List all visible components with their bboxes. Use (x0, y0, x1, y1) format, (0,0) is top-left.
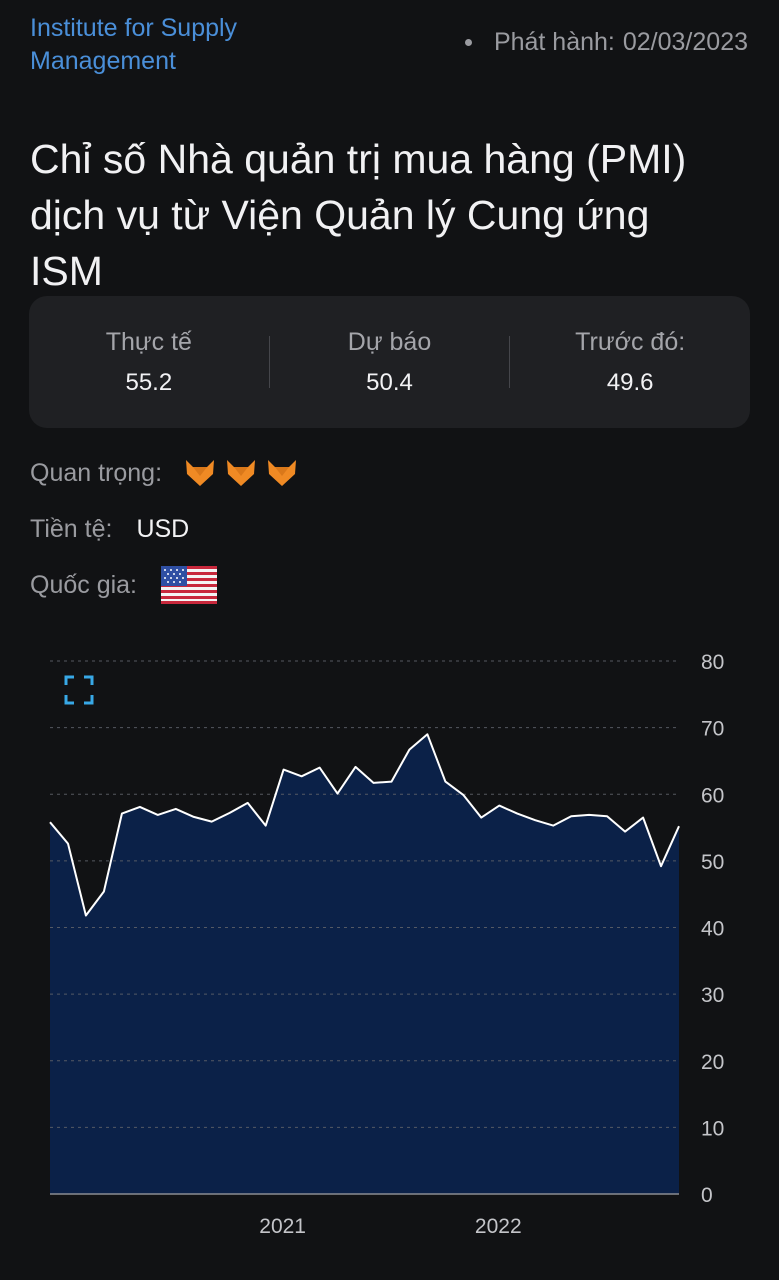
currency-label: Tiền tệ: (30, 515, 113, 543)
y-tick-label: 10 (701, 1117, 724, 1140)
y-tick-label: 40 (701, 918, 724, 941)
stat-value: 49.6 (606, 368, 654, 396)
bull-icon (268, 460, 297, 486)
country-row: Quốc gia: (30, 566, 218, 604)
release-info: Phát hành: 02/03/2023 (464, 28, 748, 57)
pmi-area-chart[interactable]: 80 70 60 50 40 30 20 10 0 2021 2022 (0, 640, 779, 1240)
release-date: 02/03/2023 (622, 28, 748, 56)
importance-label: Quan trọng: (30, 458, 163, 487)
stat-divider (268, 336, 270, 388)
stat-divider (509, 336, 511, 388)
stat-value: 55.2 (125, 368, 173, 396)
y-tick-label: 50 (701, 851, 724, 874)
bullet-dot-icon (464, 39, 472, 46)
x-tick-label: 2021 (259, 1215, 306, 1238)
series-line (49, 733, 680, 917)
bull-icon (227, 460, 256, 486)
y-tick-label: 60 (701, 784, 724, 807)
stat-previous: Trước đó: 49.6 (510, 328, 750, 397)
country-label: Quốc gia: (30, 570, 138, 599)
source-name[interactable]: Institute for Supply Management (30, 14, 238, 75)
y-tick-label: 0 (701, 1184, 713, 1207)
x-tick-label: 2022 (475, 1215, 522, 1238)
currency-value: USD (136, 515, 190, 543)
us-flag-icon (161, 566, 218, 604)
stat-actual: Thực tế 55.2 (29, 328, 269, 397)
stat-value: 50.4 (366, 368, 413, 396)
stat-label: Trước đó: (575, 327, 686, 356)
y-tick-label: 30 (701, 984, 724, 1007)
currency-row: Tiền tệ: USD (30, 515, 189, 544)
release-label: Phát hành: (493, 28, 615, 56)
y-tick-label: 70 (701, 718, 724, 741)
importance-rating (184, 458, 307, 488)
expand-icon[interactable] (64, 675, 94, 705)
stats-panel: Thực tế 55.2 Dự báo 50.4 Trước đó: 49.6 (29, 296, 750, 428)
y-tick-label: 20 (701, 1051, 724, 1074)
stat-label: Thực tế (105, 327, 192, 356)
importance-row: Quan trọng: (30, 458, 307, 488)
y-tick-label: 80 (701, 651, 724, 674)
page-title: Chỉ số Nhà quản trị mua hàng (PMI) dịch … (30, 136, 687, 295)
stat-label: Dự báo (347, 327, 432, 356)
bull-icon (186, 460, 215, 486)
stat-forecast: Dự báo 50.4 (270, 328, 510, 397)
series-area (50, 734, 679, 1194)
